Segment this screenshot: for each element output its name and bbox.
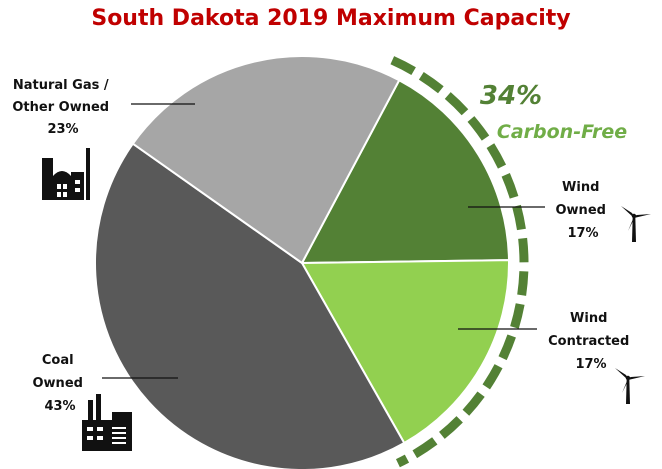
factory-icon xyxy=(82,394,132,451)
label-gas: Natural Gas / Other Owned 23% xyxy=(12,78,113,137)
slice-wind-contracted xyxy=(300,259,510,445)
slice-gas-other-owned xyxy=(131,55,401,265)
carbon-free-arc xyxy=(390,56,529,468)
label-wind-owned: Wind Owned 17% xyxy=(556,180,611,241)
slice-coal-owned xyxy=(94,142,406,469)
wind-turbine-icon xyxy=(615,368,645,404)
label-wind-contracted: Wind Contracted 17% xyxy=(548,311,634,372)
slice-wind-owned xyxy=(300,78,510,265)
label-coal: Coal Owned 43% xyxy=(33,353,88,414)
wind-turbine-icon xyxy=(621,206,651,242)
carbon-free-label: Carbon-Free xyxy=(497,121,627,143)
chart-title: South Dakota 2019 Maximum Capacity xyxy=(91,6,571,31)
factory-icon xyxy=(42,148,90,200)
carbon-free-percent: 34% xyxy=(480,81,542,111)
